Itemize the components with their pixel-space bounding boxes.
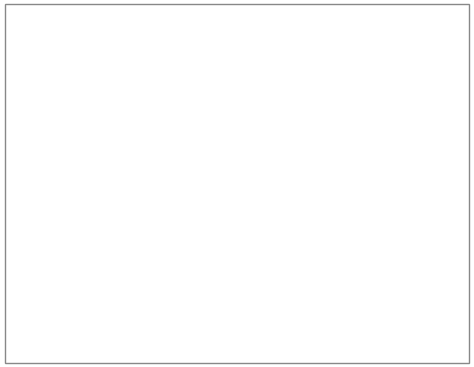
Text: F: F xyxy=(382,165,388,178)
Text: Question 4: Question 4 xyxy=(15,14,100,28)
Text: T: T xyxy=(381,143,389,156)
Text: r: r xyxy=(192,79,197,91)
Text: T: T xyxy=(381,230,389,243)
Text: T: T xyxy=(278,208,285,221)
Text: F: F xyxy=(47,252,54,265)
Text: r ∧ (p → (q → p)).: r ∧ (p → (q → p)). xyxy=(15,335,108,345)
Bar xyxy=(260,272,357,295)
Text: , q =: , q = xyxy=(118,279,146,289)
Text: T: T xyxy=(278,230,285,243)
Text: T: T xyxy=(119,187,127,200)
Text: T: T xyxy=(191,143,199,156)
Text: T: T xyxy=(278,100,285,113)
Text: is the: is the xyxy=(361,279,392,289)
Text: F: F xyxy=(47,230,54,243)
Text: T: T xyxy=(191,230,199,243)
Text: T: T xyxy=(191,187,199,200)
Bar xyxy=(15,74,438,269)
Text: F: F xyxy=(382,122,388,135)
Text: counterexample showing ¬(q → p) ∨ r  is not logically equivalent to: counterexample showing ¬(q → p) ∨ r is n… xyxy=(15,309,383,319)
Text: Given the following truth table for ¬(q → p) → r  and r ∧ (p → (q → p)): Given the following truth table for ¬(q … xyxy=(15,47,392,57)
Text: F: F xyxy=(278,252,285,265)
Bar xyxy=(147,272,231,295)
Text: T: T xyxy=(47,122,55,135)
Text: T: T xyxy=(278,187,285,200)
Text: F: F xyxy=(119,143,126,156)
Text: p: p xyxy=(47,79,55,91)
Text: T: T xyxy=(381,100,389,113)
Text: T: T xyxy=(47,100,55,113)
Text: F: F xyxy=(47,187,54,200)
Text: F: F xyxy=(191,122,198,135)
Text: T: T xyxy=(119,208,127,221)
Text: p =: p = xyxy=(15,279,35,289)
Text: 5 pts: 5 pts xyxy=(407,14,438,27)
Text: T: T xyxy=(381,187,389,200)
Text: T: T xyxy=(119,100,127,113)
Text: F: F xyxy=(382,208,388,221)
Text: F: F xyxy=(47,208,54,221)
Text: F: F xyxy=(382,252,388,265)
Text: T: T xyxy=(119,122,127,135)
Text: r ∧ (p→(q→p)): r ∧ (p→(q→p)) xyxy=(350,80,419,90)
Text: F: F xyxy=(278,165,285,178)
Text: F: F xyxy=(278,122,285,135)
Text: T: T xyxy=(47,165,55,178)
Text: F: F xyxy=(119,165,126,178)
Text: ¬(q→p) ∨ r: ¬(q→p) ∨ r xyxy=(254,80,309,90)
Text: T: T xyxy=(278,143,285,156)
Text: F: F xyxy=(191,165,198,178)
Bar xyxy=(42,272,116,295)
Text: , and r =: , and r = xyxy=(233,279,282,289)
Text: q: q xyxy=(119,79,127,91)
Text: F: F xyxy=(119,230,126,243)
Text: F: F xyxy=(191,252,198,265)
Text: F: F xyxy=(119,252,126,265)
Text: T: T xyxy=(191,100,199,113)
Text: T: T xyxy=(47,143,55,156)
Text: F: F xyxy=(191,208,198,221)
